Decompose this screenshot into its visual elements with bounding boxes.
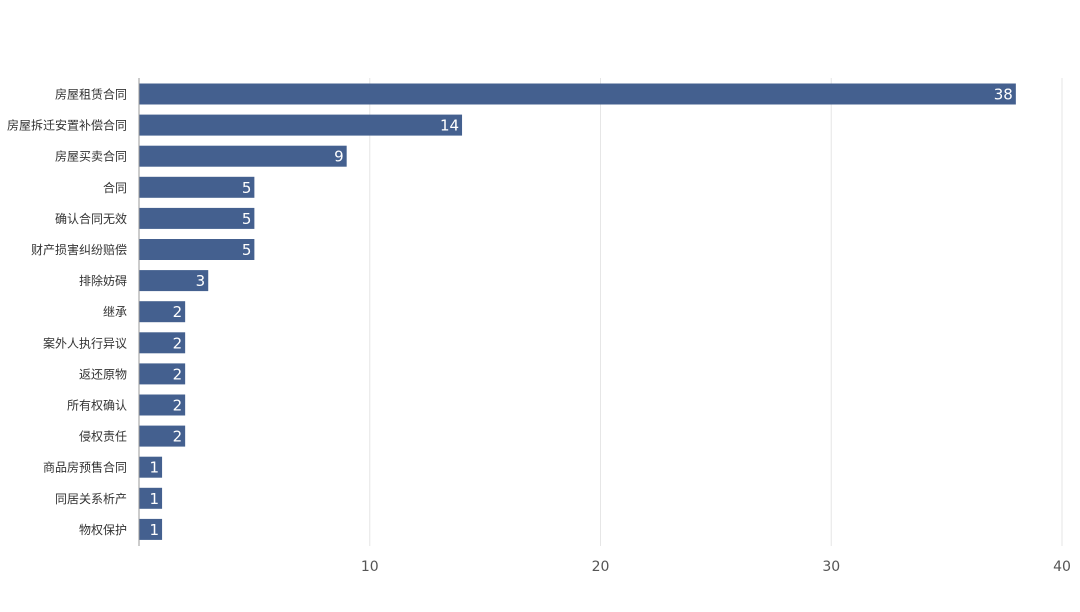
- category-label: 同居关系析产: [55, 492, 127, 506]
- category-label: 所有权确认: [67, 399, 127, 413]
- data-label: 2: [173, 365, 183, 383]
- data-label: 2: [173, 334, 183, 352]
- bar: [139, 363, 186, 385]
- bar: [139, 239, 255, 260]
- bar: [139, 456, 163, 478]
- bars: [139, 83, 1016, 540]
- x-tick-label: 30: [822, 559, 840, 575]
- data-label: 1: [150, 459, 160, 477]
- data-label: 2: [173, 397, 183, 415]
- gridlines: [369, 78, 1063, 546]
- data-label: 2: [173, 428, 183, 446]
- x-tick-label: 20: [592, 559, 610, 575]
- bar: [139, 518, 163, 540]
- category-label: 房屋租赁合同: [55, 87, 127, 102]
- data-label: 9: [334, 148, 344, 166]
- bar: [139, 145, 347, 167]
- category-label: 物权保护: [79, 523, 127, 537]
- category-label: 排除妨碍: [79, 273, 127, 288]
- data-label: 38: [994, 86, 1013, 104]
- bar: [139, 114, 463, 136]
- x-tick-label: 40: [1053, 559, 1071, 575]
- category-label: 侵权责任: [79, 429, 127, 444]
- category-label: 商品房预售合同: [43, 460, 127, 475]
- category-label: 继承: [103, 305, 127, 319]
- data-label: 5: [242, 241, 252, 259]
- category-label: 返还原物: [79, 367, 127, 381]
- bar: [139, 332, 186, 354]
- category-label: 案外人执行异议: [43, 335, 127, 350]
- labels: 10 20 30 40 38 房屋租赁合同 14 房屋拆迁安置补偿合同 9 房屋买卖合同 5 合同 5 确…: [7, 86, 1071, 576]
- data-label: 1: [150, 490, 160, 508]
- bar: [139, 425, 186, 447]
- category-label: 房屋拆迁安置补偿合同: [7, 118, 127, 133]
- category-label: 合同: [103, 180, 127, 195]
- data-label: 14: [440, 117, 459, 135]
- category-label: 房屋买卖合同: [55, 149, 127, 164]
- category-label: 确认合同无效: [55, 211, 127, 226]
- data-label: 5: [242, 179, 252, 197]
- bar: [139, 301, 186, 323]
- bar: [139, 394, 186, 416]
- bar: [139, 270, 209, 292]
- bar: [139, 83, 1016, 105]
- data-label: 2: [173, 303, 183, 321]
- x-tick-label: 10: [361, 559, 379, 575]
- bar: [139, 487, 163, 509]
- bar: [139, 207, 255, 229]
- category-label: 财产损害纠纷赔偿: [31, 242, 127, 257]
- data-label: 3: [196, 272, 206, 290]
- data-label: 1: [150, 521, 160, 539]
- bar: [139, 176, 255, 198]
- data-label: 5: [242, 210, 252, 228]
